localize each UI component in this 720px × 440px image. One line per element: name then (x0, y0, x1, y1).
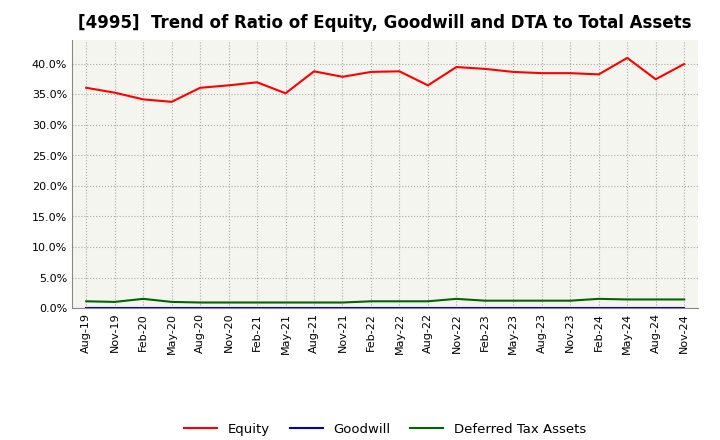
Equity (196, 85, 204, 91)
Deferred Tax Assets (225, 300, 233, 305)
Goodwill (167, 305, 176, 311)
Equity (310, 69, 318, 74)
Goodwill (395, 305, 404, 311)
Goodwill (196, 305, 204, 311)
Deferred Tax Assets (139, 296, 148, 301)
Goodwill (652, 305, 660, 311)
Equity (537, 70, 546, 76)
Deferred Tax Assets (652, 297, 660, 302)
Deferred Tax Assets (338, 300, 347, 305)
Deferred Tax Assets (537, 298, 546, 303)
Equity (282, 91, 290, 96)
Line: Deferred Tax Assets: Deferred Tax Assets (86, 299, 684, 303)
Equity (680, 61, 688, 66)
Goodwill (537, 305, 546, 311)
Equity (110, 90, 119, 95)
Deferred Tax Assets (509, 298, 518, 303)
Equity (452, 64, 461, 70)
Goodwill (623, 305, 631, 311)
Goodwill (253, 305, 261, 311)
Deferred Tax Assets (595, 296, 603, 301)
Goodwill (509, 305, 518, 311)
Equity (395, 69, 404, 74)
Equity (509, 69, 518, 74)
Equity (623, 55, 631, 61)
Goodwill (595, 305, 603, 311)
Goodwill (680, 305, 688, 311)
Line: Equity: Equity (86, 58, 684, 102)
Deferred Tax Assets (680, 297, 688, 302)
Legend: Equity, Goodwill, Deferred Tax Assets: Equity, Goodwill, Deferred Tax Assets (179, 418, 591, 440)
Goodwill (423, 305, 432, 311)
Goodwill (366, 305, 375, 311)
Equity (480, 66, 489, 72)
Deferred Tax Assets (253, 300, 261, 305)
Equity (225, 83, 233, 88)
Deferred Tax Assets (310, 300, 318, 305)
Deferred Tax Assets (167, 299, 176, 304)
Deferred Tax Assets (423, 299, 432, 304)
Deferred Tax Assets (110, 299, 119, 304)
Goodwill (82, 305, 91, 311)
Deferred Tax Assets (366, 299, 375, 304)
Goodwill (225, 305, 233, 311)
Deferred Tax Assets (452, 296, 461, 301)
Goodwill (452, 305, 461, 311)
Deferred Tax Assets (395, 299, 404, 304)
Equity (253, 80, 261, 85)
Equity (366, 69, 375, 74)
Deferred Tax Assets (196, 300, 204, 305)
Title: [4995]  Trend of Ratio of Equity, Goodwill and DTA to Total Assets: [4995] Trend of Ratio of Equity, Goodwil… (78, 15, 692, 33)
Goodwill (310, 305, 318, 311)
Equity (423, 83, 432, 88)
Deferred Tax Assets (566, 298, 575, 303)
Goodwill (110, 305, 119, 311)
Goodwill (338, 305, 347, 311)
Equity (652, 77, 660, 82)
Equity (338, 74, 347, 80)
Deferred Tax Assets (480, 298, 489, 303)
Goodwill (480, 305, 489, 311)
Equity (167, 99, 176, 104)
Goodwill (139, 305, 148, 311)
Equity (82, 85, 91, 91)
Equity (595, 72, 603, 77)
Deferred Tax Assets (82, 299, 91, 304)
Deferred Tax Assets (282, 300, 290, 305)
Goodwill (566, 305, 575, 311)
Equity (566, 70, 575, 76)
Deferred Tax Assets (623, 297, 631, 302)
Goodwill (282, 305, 290, 311)
Equity (139, 97, 148, 102)
